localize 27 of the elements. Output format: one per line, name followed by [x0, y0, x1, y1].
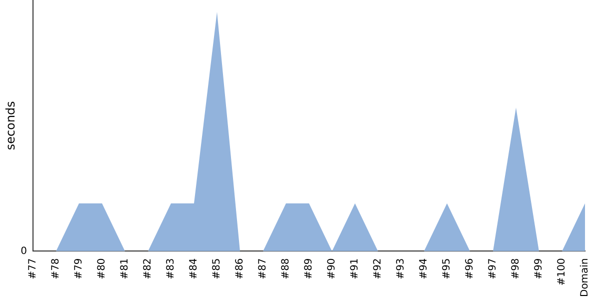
- x-tick-label: #81: [120, 258, 131, 280]
- x-tick-label: #94: [418, 258, 430, 280]
- x-tick-label: #91: [350, 258, 361, 280]
- x-tick-label: #88: [280, 258, 292, 280]
- x-tick-label: #93: [396, 258, 407, 280]
- x-tick-label: #90: [326, 258, 338, 280]
- x-tick-label: #77: [28, 258, 39, 280]
- y-axis-title: seconds: [3, 101, 18, 150]
- x-tick-label: #86: [234, 258, 246, 280]
- x-tick-label: #98: [510, 258, 522, 280]
- x-tick-label: Domain: [580, 258, 591, 298]
- x-tick-label: #95: [442, 258, 453, 280]
- x-tick-label: #97: [488, 258, 499, 280]
- x-tick-label: #89: [304, 258, 315, 280]
- x-tick-label: #80: [96, 258, 108, 280]
- x-tick-label: #78: [50, 258, 62, 280]
- x-tick-label: #100: [556, 258, 568, 286]
- x-tick-label: #85: [212, 258, 223, 280]
- x-tick-label: #79: [74, 258, 85, 280]
- x-tick-label: #92: [372, 258, 384, 280]
- text: 0: [20, 246, 27, 257]
- x-tick-label: #82: [142, 258, 154, 280]
- x-tick-label: #83: [166, 258, 177, 280]
- x-tick-label: #99: [534, 258, 545, 280]
- x-tick-label: #96: [464, 258, 476, 280]
- x-tick-label: #84: [188, 258, 200, 280]
- x-tick-label: #87: [258, 258, 269, 280]
